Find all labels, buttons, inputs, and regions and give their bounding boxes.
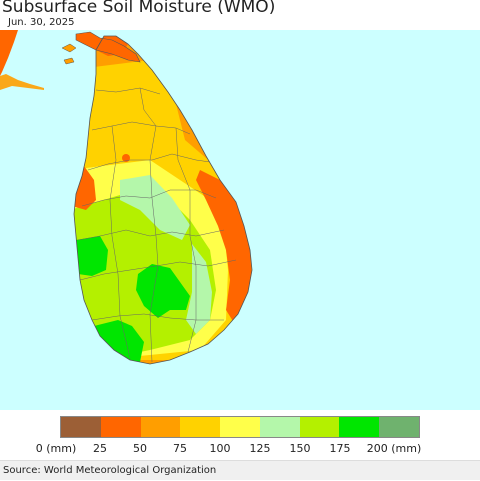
legend-color-bar xyxy=(60,416,420,438)
soil-moisture-map xyxy=(0,30,480,410)
india-coast xyxy=(0,30,18,76)
legend-swatch-200-plus xyxy=(379,417,420,437)
legend-label-0: 0 (mm) xyxy=(35,442,77,455)
jaffna-peninsula xyxy=(75,31,141,63)
legend-label-125: 125 xyxy=(249,442,271,455)
legend-swatch-125-150 xyxy=(259,417,300,437)
legend-swatch-175-200 xyxy=(339,417,380,437)
legend-label-100: 100 xyxy=(209,442,231,455)
legend-label-200: 200 (mm) xyxy=(366,442,422,455)
zone-125-150 xyxy=(120,175,190,240)
legend-label-150: 150 xyxy=(289,442,311,455)
zone-125-150-east xyxy=(186,244,212,334)
legend-labels: 0 (mm) 25 50 75 100 125 150 175 200 (mm) xyxy=(0,442,480,456)
zone-175-200-west xyxy=(76,236,108,276)
zone-25-50-spot xyxy=(122,154,130,162)
legend-label-175: 175 xyxy=(329,442,351,455)
legend-label-75: 75 xyxy=(173,442,187,455)
legend-label-50: 50 xyxy=(133,442,147,455)
legend-swatch-25-50 xyxy=(100,417,141,437)
zone-175-200-center xyxy=(136,264,190,318)
map-date: Jun. 30, 2025 xyxy=(8,17,75,28)
source-credit: Source: World Meteorological Organizatio… xyxy=(0,460,480,480)
legend-swatch-75-100 xyxy=(180,417,221,437)
legend-swatch-50-75 xyxy=(140,417,181,437)
india-coast-secondary xyxy=(0,74,44,90)
north-islands xyxy=(61,43,77,65)
legend-swatch-100-125 xyxy=(220,417,260,437)
legend-swatch-0-25 xyxy=(61,417,101,437)
legend-label-25: 25 xyxy=(93,442,107,455)
map-title: Subsurface Soil Moisture (WMO) xyxy=(2,0,276,17)
district-borders xyxy=(77,87,237,363)
legend-swatch-150-175 xyxy=(299,417,340,437)
island-outline xyxy=(73,35,253,365)
